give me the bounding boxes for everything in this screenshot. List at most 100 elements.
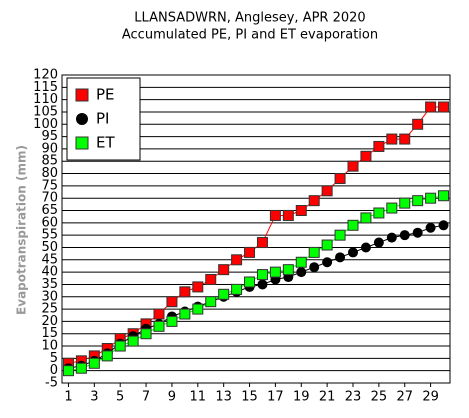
marker	[218, 264, 230, 276]
marker	[244, 246, 256, 258]
marker	[166, 315, 178, 327]
marker	[166, 296, 178, 308]
y-tick-label: 45	[41, 252, 58, 267]
marker	[321, 239, 333, 251]
y-tick-label: 40	[41, 265, 58, 280]
marker	[386, 232, 397, 243]
marker	[282, 209, 294, 221]
y-tick-label: 25	[41, 302, 58, 317]
marker	[399, 133, 411, 145]
x-tick-label: 27	[396, 390, 413, 405]
y-tick-label: 5	[50, 351, 58, 366]
marker	[373, 140, 385, 152]
marker	[322, 257, 333, 268]
x-tick-label: 5	[116, 390, 124, 405]
x-tick-label: 23	[345, 390, 362, 405]
marker	[127, 335, 139, 347]
marker	[282, 264, 294, 276]
marker	[308, 195, 320, 207]
marker	[179, 286, 191, 298]
marker	[75, 362, 87, 374]
marker	[205, 296, 217, 308]
y-tick-label: 10	[41, 339, 58, 354]
marker	[438, 220, 449, 231]
marker	[412, 195, 424, 207]
marker	[256, 269, 268, 281]
marker	[101, 350, 113, 362]
marker	[334, 229, 346, 241]
marker	[412, 227, 423, 238]
marker	[179, 308, 191, 320]
marker	[205, 274, 217, 286]
y-axis-label: Evapotranspiration (mm)	[15, 145, 29, 315]
y-tick-label: 55	[41, 228, 58, 243]
marker	[386, 202, 398, 214]
marker	[114, 340, 126, 352]
marker	[438, 101, 450, 113]
legend-marker	[75, 88, 89, 102]
marker	[348, 247, 358, 258]
y-tick-label: 105	[33, 104, 58, 119]
x-tick-label: 25	[371, 390, 388, 405]
x-tick-label: 9	[168, 390, 176, 405]
x-tick-label: 7	[142, 390, 150, 405]
marker	[295, 205, 307, 217]
y-tick-label: 90	[41, 141, 58, 156]
marker	[88, 357, 100, 369]
marker	[256, 237, 268, 249]
y-tick-label: 50	[41, 240, 58, 255]
marker	[360, 242, 371, 253]
legend-marker	[76, 113, 88, 125]
y-tick-label: 60	[41, 215, 58, 230]
x-tick-label: 15	[241, 390, 258, 405]
marker	[62, 365, 74, 377]
marker	[347, 160, 359, 172]
y-tick-label: 20	[41, 314, 58, 329]
marker	[140, 328, 152, 340]
marker	[373, 237, 384, 248]
x-tick-label: 19	[293, 390, 310, 405]
legend-label: PE	[96, 86, 115, 104]
marker	[425, 101, 437, 113]
marker	[334, 172, 346, 184]
marker	[321, 185, 333, 197]
marker	[335, 252, 346, 263]
marker	[425, 192, 437, 204]
x-tick-label: 3	[90, 390, 98, 405]
marker	[153, 308, 165, 320]
marker	[269, 266, 281, 278]
marker	[386, 133, 398, 145]
marker	[231, 283, 243, 295]
x-tick-label: 21	[319, 390, 336, 405]
x-tick-label: 29	[422, 390, 439, 405]
y-tick-label: 65	[41, 203, 58, 218]
legend-label: ET	[96, 134, 115, 152]
marker	[360, 212, 372, 224]
y-tick-label: 0	[50, 363, 58, 378]
y-tick-label: 70	[41, 191, 58, 206]
plot-border	[61, 74, 451, 384]
marker	[218, 288, 230, 300]
marker	[360, 150, 372, 162]
marker	[192, 303, 204, 315]
marker	[295, 256, 307, 268]
marker	[244, 276, 256, 288]
marker	[192, 281, 204, 293]
legend-marker	[75, 136, 89, 150]
x-tick-label: 1	[64, 390, 72, 405]
marker	[308, 246, 320, 258]
y-tick-label: 35	[41, 277, 58, 292]
x-tick-label: 17	[267, 390, 284, 405]
y-tick-label: 15	[41, 326, 58, 341]
marker	[399, 197, 411, 209]
chart-title: LLANSADWRN, Anglesey, APR 2020	[134, 11, 365, 26]
marker	[296, 267, 307, 278]
y-tick-label: 80	[41, 166, 58, 181]
y-tick-label: 85	[41, 154, 58, 169]
y-tick-label: -5	[45, 376, 58, 391]
marker	[347, 219, 359, 231]
y-tick-label: 120	[33, 68, 58, 83]
x-tick-label: 11	[190, 390, 207, 405]
marker	[231, 254, 243, 266]
